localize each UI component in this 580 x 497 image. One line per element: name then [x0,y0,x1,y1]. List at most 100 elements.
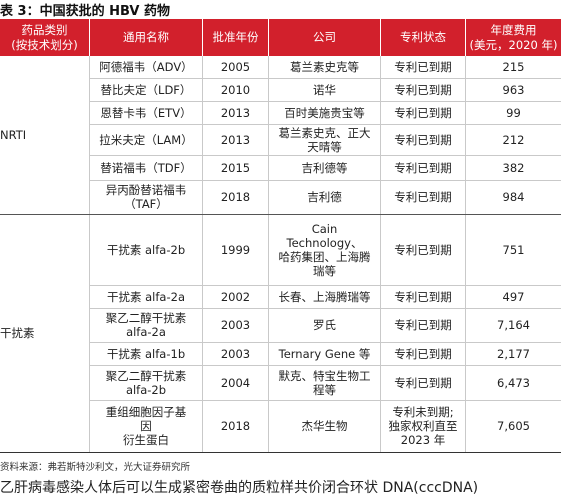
cell-patent: 专利已到期 [381,155,465,180]
cell-company-text: 葛兰素史克、正大 [278,125,371,140]
cell-cost: 963 [466,78,561,101]
cell-name-text: 恩替卡韦（ETV） [100,105,192,120]
cell-patent: 专利已到期 [381,78,465,101]
cell-cost: 984 [466,180,561,214]
cell-cost: 6,473 [466,365,561,400]
cell-patent: 专利已到期 [381,308,465,342]
cell-company-text: 默克、特宝生物工 [278,368,371,383]
cell-year-text: 2018 [220,190,251,204]
header-name: 通用名称 [123,30,169,44]
cell-cost-text: 212 [502,132,525,147]
cell-company-text: 百时美施贵宝等 [284,105,365,120]
cell-year: 2003 [203,308,268,342]
cell-patent-text: 专利已到期 [394,132,452,147]
cell-year-text: 2004 [220,375,251,390]
cell-patent-text: 专利已到期 [394,375,452,390]
group-separator [0,214,561,215]
cell-year-text: 2015 [220,160,251,175]
cell-company: 诺华 [269,78,380,101]
header-divider [202,19,203,56]
cell-name: 干扰素 alfa-1b [90,342,202,365]
table-header: 药品类别 (按技术划分) 通用名称 批准年份 公司 专利状态 年度费用 (美元，… [0,19,561,56]
header-cost: 年度费用 (美元，2020 年) [466,19,561,56]
cell-company: 杰华生物 [269,400,380,452]
header-patent: 专利状态 [400,30,446,44]
cell-company-text: Technology、 [286,235,363,250]
cell-company: 长春、上海腾瑞等 [269,285,380,308]
column-divider [202,56,203,452]
cell-company-text: 罗氏 [313,318,336,332]
cell-patent: 专利已到期 [381,214,465,285]
cell-company-text: 天晴等 [307,139,342,154]
cell-company: 葛兰素史克等 [269,56,380,78]
cell-name-text: 重组细胞因子基 [105,405,187,419]
cell-year: 2015 [203,155,268,180]
cell-name-text: 干扰素 alfa-1b [106,346,186,361]
cell-patent: 专利已到期 [381,56,465,78]
cell-company-text: 哈药集团、上海腾 [278,249,371,264]
cell-year-text: 2005 [220,60,251,74]
cell-year-text: 2018 [220,419,251,433]
cell-cost: 212 [466,124,561,155]
cell-patent: 专利已到期 [381,342,465,365]
cell-cost: 7,605 [466,400,561,452]
cell-cost-text: 751 [502,242,525,257]
cell-name-text: 异丙酚替诺福韦 [105,183,187,197]
cell-company-text: 瑞等 [313,263,336,278]
cell-patent-text: 专利已到期 [394,242,452,257]
cell-name: 恩替卡韦（ETV） [90,101,202,124]
cell-cost-text: 6,473 [497,375,530,390]
cell-cost: 7,164 [466,308,561,342]
header-divider [380,19,381,56]
cell-name-text: 阿德福韦（ADV） [99,60,193,74]
row-divider [89,342,561,343]
cell-patent: 专利未到期; 独家权利直至 2023 年 [381,400,465,452]
cell-year: 2013 [203,101,268,124]
column-divider [268,56,269,452]
header-cost-line2: (美元，2020 年) [469,37,558,52]
cell-year-text: 2010 [220,82,251,97]
header-year: 批准年份 [212,30,259,44]
cell-company-text: 吉利德 [307,190,342,204]
cell-patent-text: 专利已到期 [394,160,452,175]
cell-name-text: alfa-2a [126,325,166,339]
cell-cost-text: 984 [502,190,525,204]
cell-cost-text: 2,177 [497,346,530,361]
cell-name-text: 拉米夫定（LAM） [99,132,193,147]
table-title: 表 3：中国获批的 HBV 药物 [0,4,170,19]
row-divider [89,124,561,125]
row-divider [89,365,561,366]
cell-company: 默克、特宝生物工 程等 [269,365,380,400]
cell-company: 罗氏 [269,308,380,342]
row-divider [89,155,561,156]
cell-patent-text: 2023 年 [400,433,446,447]
cell-company-text: Cain [311,221,338,236]
header-category: 药品类别 (按技术划分) [0,19,89,56]
header-category-line1: 药品类别 [21,22,68,37]
cell-name-text: 干扰素 alfa-2b [106,242,186,257]
cell-patent-text: 专利已到期 [394,82,452,97]
cell-cost-text: 7,164 [497,318,530,332]
cell-patent: 专利已到期 [381,180,465,214]
cell-year: 2013 [203,124,268,155]
cell-cost-text: 963 [502,82,525,97]
cell-name: 聚乙二醇干扰素 alfa-2b [90,365,202,400]
cell-patent-text: 专利已到期 [394,60,452,74]
cell-name: 重组细胞因子基因衍生蛋白 [90,400,202,452]
cell-name: 干扰素 alfa-2a [90,285,202,308]
column-divider [465,56,466,452]
cell-year: 2004 [203,365,268,400]
row-divider [89,285,561,286]
cell-patent: 专利已到期 [381,124,465,155]
cell-company: 吉利德等 [269,155,380,180]
cell-year: 1999 [203,214,268,285]
cell-company: Ternary Gene 等 [269,342,380,365]
cell-cost-text: 99 [506,105,521,120]
cell-year: 2018 [203,400,268,452]
row-divider [89,400,561,401]
cell-company-text: 长春、上海腾瑞等 [278,289,371,304]
cell-company: 葛兰素史克、正大 天晴等 [269,124,380,155]
row-divider [89,78,561,79]
cell-company: Cain Technology、 哈药集团、上海腾 瑞等 [269,214,380,285]
cell-name-text: 替诺福韦（TDF） [100,160,192,175]
